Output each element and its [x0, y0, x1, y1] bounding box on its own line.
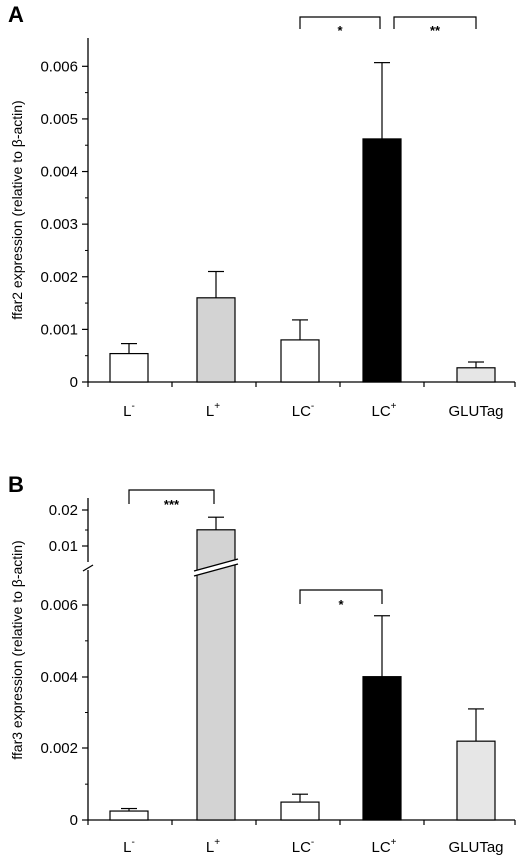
panel-b-letter: B — [8, 472, 24, 497]
panel-a-significance-bracket — [393, 16, 477, 29]
panel-b-category-label: LC+ — [371, 837, 396, 856]
panel-a-y-tick-label: 0.004 — [40, 164, 78, 181]
panel-b-y-tick-label: 0 — [70, 812, 78, 829]
panel-b-y-axis-label: ffar3 expression (relative to β-actin) — [9, 540, 25, 759]
panel-b-bar — [196, 529, 236, 821]
panel-a: A ffar2 expression (relative to β-actin)… — [8, 2, 516, 420]
panel-a-y-axis-label: ffar2 expression (relative to β-actin) — [9, 100, 25, 319]
panel-a-bar — [362, 138, 402, 383]
panel-b-bar — [362, 676, 402, 821]
panel-b: B ffar3 expression (relative to β-actin)… — [8, 472, 516, 856]
panel-a-y-tick-label: 0.005 — [40, 111, 78, 128]
panel-a-y-tick-label: 0 — [70, 374, 78, 391]
panel-b-significance-label: * — [338, 597, 344, 612]
panel-b-y-tick-label: 0.002 — [40, 740, 78, 757]
panel-b-category-label: L+ — [206, 837, 220, 856]
panel-a-y-tick-label: 0.006 — [40, 58, 78, 75]
panel-a-bar — [196, 297, 236, 383]
panel-a-letter: A — [8, 2, 24, 27]
panel-a-y-tick-label: 0.002 — [40, 269, 78, 286]
panel-a-y-tick-label: 0.001 — [40, 321, 78, 338]
panel-a-category-label: GLUTag — [448, 403, 503, 420]
panel-b-bar-break-line — [193, 563, 239, 577]
panel-a-category-label: LC+ — [371, 401, 396, 420]
panel-a-bar — [109, 352, 149, 383]
panel-a-y-tick-label: 0.003 — [40, 216, 78, 233]
panel-a-bar — [456, 367, 496, 383]
panel-b-y-tick-label: 0.01 — [49, 538, 78, 555]
panel-a-category-label: L+ — [206, 401, 220, 420]
panel-b-y-tick-label: 0.004 — [40, 669, 78, 686]
panel-b-category-label: LC- — [292, 837, 315, 856]
panel-b-significance-bracket — [299, 589, 383, 604]
panel-a-bar — [280, 339, 320, 383]
panel-a-category-label: L- — [123, 401, 135, 420]
panel-b-category-label: GLUTag — [448, 839, 503, 856]
panel-b-significance-bracket — [128, 489, 215, 504]
panel-b-y-tick-label: 0.006 — [40, 597, 78, 614]
panel-b-bar-break-gap — [194, 559, 238, 576]
panel-a-category-label: LC- — [292, 401, 315, 420]
panel-a-significance-bracket — [299, 16, 381, 29]
panel-b-y-tick-label: 0.02 — [49, 502, 78, 519]
panel-b-axis-break-mark — [82, 564, 94, 572]
panel-a-significance-label: ** — [430, 23, 441, 38]
panel-b-significance-label: *** — [164, 497, 180, 512]
panel-b-category-label: L- — [123, 837, 135, 856]
panel-b-bar — [109, 810, 149, 821]
panel-b-bar — [456, 740, 496, 821]
panel-b-bar — [280, 801, 320, 821]
panel-a-significance-label: * — [337, 23, 343, 38]
panel-b-bar-break-line — [193, 558, 239, 572]
